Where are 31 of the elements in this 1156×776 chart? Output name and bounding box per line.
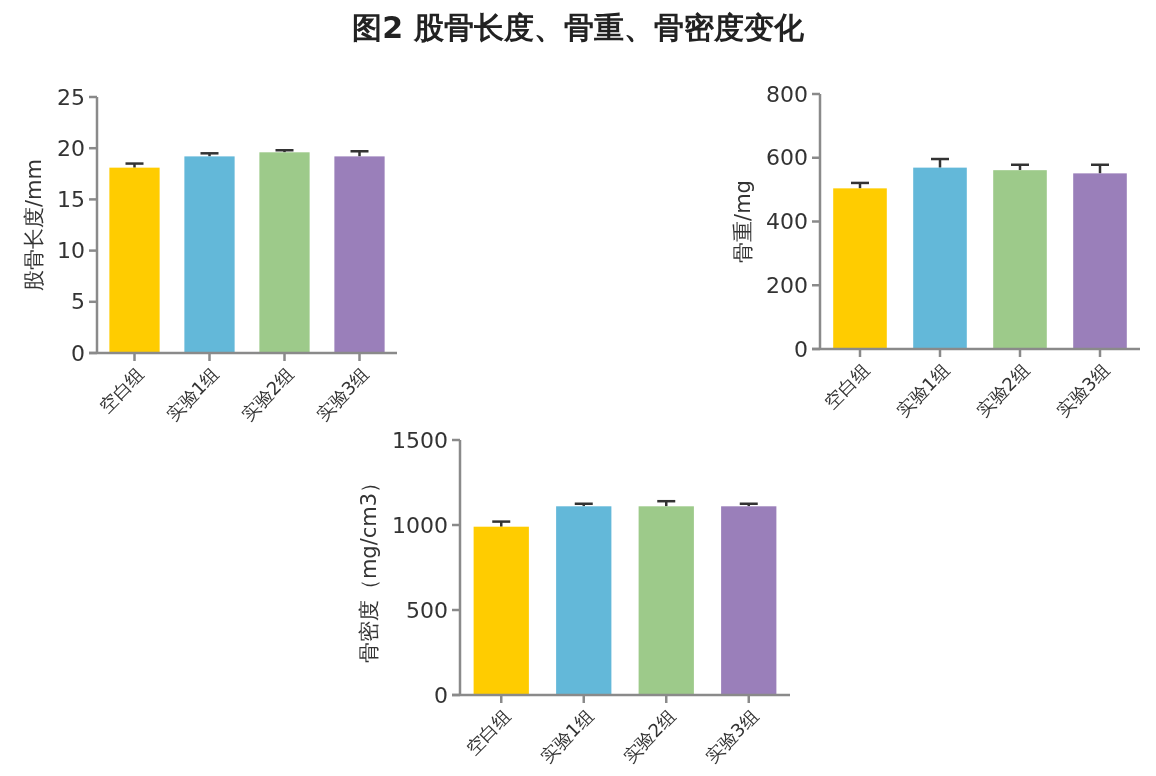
text: 图2 股骨长度、骨重、骨密度变化 [352, 10, 805, 45]
x-tick-label: 实验3组 [701, 705, 763, 767]
y-axis-title: 股骨长度/mm [22, 159, 46, 291]
x-tick-label: 实验1组 [892, 359, 954, 421]
x-tick-label: 实验1组 [161, 363, 223, 425]
x-tick-label: 实验2组 [972, 359, 1034, 421]
x-tick-label: 实验1组 [536, 705, 598, 767]
y-tick-label: 600 [766, 145, 808, 171]
x-tick-label: 实验3组 [1052, 359, 1114, 421]
x-tick-label: 空白组 [461, 705, 515, 759]
y-tick-label: 0 [71, 340, 85, 366]
y-axis-title: 骨密度（mg/cm3） [357, 471, 381, 664]
x-tick-label: 实验3组 [311, 363, 373, 425]
x-tick-label: 实验2组 [618, 705, 680, 767]
y-tick-label: 5 [71, 289, 85, 315]
x-tick-label: 实验2组 [236, 363, 298, 425]
y-tick-label: 0 [434, 682, 448, 708]
y-tick-label: 500 [406, 597, 448, 623]
x-tick-label: 空白组 [820, 359, 874, 413]
y-tick-label: 1500 [392, 427, 448, 453]
y-tick-label: 400 [766, 209, 808, 234]
y-tick-label: 25 [57, 84, 85, 110]
x-tick-label: 空白组 [94, 363, 148, 417]
y-axis-title: 骨重/mg [731, 180, 755, 263]
y-tick-label: 200 [766, 272, 808, 298]
y-tick-label: 0 [794, 336, 808, 362]
y-tick-label: 15 [57, 186, 85, 212]
y-tick-label: 1000 [392, 512, 448, 538]
y-tick-label: 800 [766, 81, 808, 107]
y-tick-label: 20 [57, 135, 85, 161]
y-tick-label: 10 [57, 238, 85, 264]
